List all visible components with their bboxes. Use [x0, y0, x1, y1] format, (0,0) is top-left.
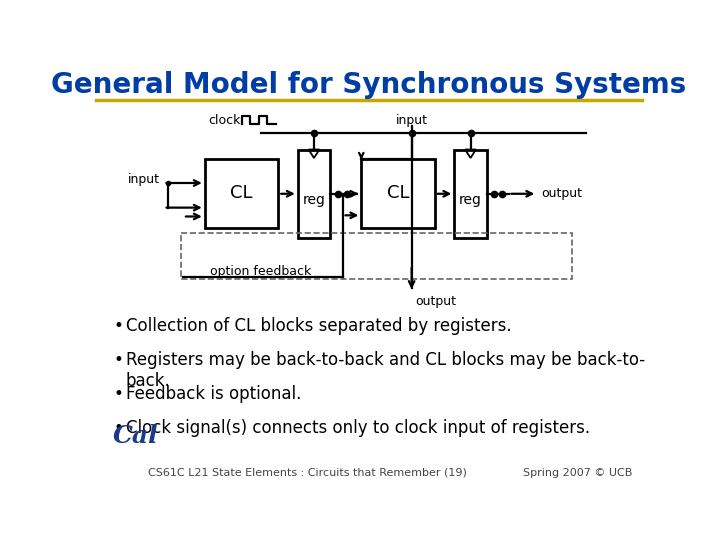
Text: CL: CL	[387, 184, 409, 202]
Text: Spring 2007 © UCB: Spring 2007 © UCB	[523, 468, 632, 478]
Text: •: •	[113, 385, 123, 403]
Text: •: •	[113, 318, 123, 335]
Text: Registers may be back-to-back and CL blocks may be back-to-
back.: Registers may be back-to-back and CL blo…	[126, 351, 645, 390]
Text: clock: clock	[208, 114, 240, 127]
Text: Collection of CL blocks separated by registers.: Collection of CL blocks separated by reg…	[126, 318, 511, 335]
Text: Feedback is optional.: Feedback is optional.	[126, 385, 301, 403]
Text: output: output	[541, 187, 582, 200]
Text: Cal: Cal	[113, 424, 159, 448]
Text: Clock signal(s) connects only to clock input of registers.: Clock signal(s) connects only to clock i…	[126, 419, 590, 437]
Bar	[361, 159, 435, 228]
Text: General Model for Synchronous Systems: General Model for Synchronous Systems	[51, 71, 687, 99]
Text: •: •	[113, 351, 123, 369]
Text: •: •	[113, 419, 123, 437]
Bar	[181, 233, 572, 279]
Text: input: input	[395, 114, 428, 127]
Text: input: input	[127, 173, 160, 186]
Bar	[454, 150, 487, 238]
Text: CS61C L21 State Elements : Circuits that Remember (19): CS61C L21 State Elements : Circuits that…	[148, 468, 467, 478]
Text: CL: CL	[230, 184, 253, 202]
Bar	[204, 159, 279, 228]
Text: reg: reg	[302, 193, 325, 207]
Bar	[297, 150, 330, 238]
Text: output: output	[415, 295, 456, 308]
Text: option feedback: option feedback	[210, 265, 311, 278]
Text: reg: reg	[459, 193, 482, 207]
